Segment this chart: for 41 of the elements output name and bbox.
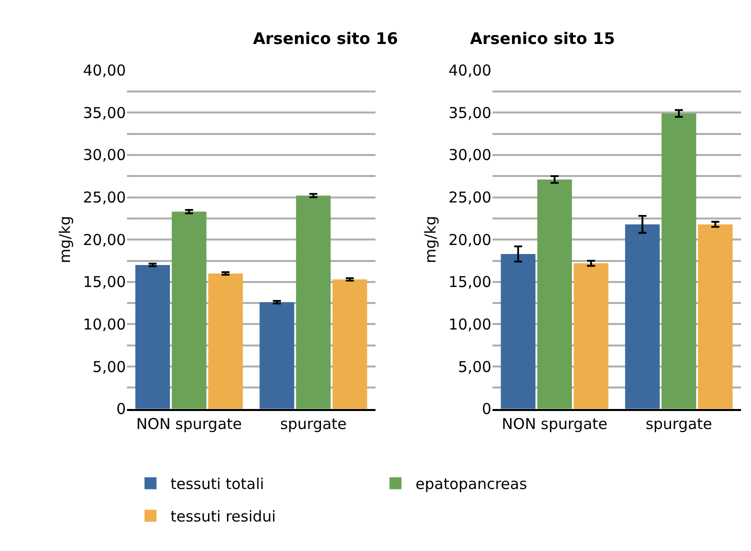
bar — [662, 113, 696, 409]
chart-title: Arsenico sito 16 — [253, 29, 398, 48]
y-axis-title: mg/kg — [56, 216, 74, 264]
bar — [574, 263, 608, 409]
legend-label: epatopancreas — [416, 475, 528, 494]
bar — [537, 179, 572, 409]
bar — [172, 212, 206, 409]
y-tick-label: 20,00 — [448, 230, 492, 249]
x-tick-label: NON spurgate — [136, 414, 242, 433]
y-tick-label: 30,00 — [448, 146, 492, 164]
y-tick-label: 15,00 — [83, 273, 126, 292]
bar — [135, 264, 170, 409]
y-tick-label: 10,00 — [448, 315, 492, 334]
y-tick-label: 0 — [482, 400, 492, 418]
bar — [260, 302, 294, 409]
y-tick-label: 5,00 — [92, 358, 126, 376]
y-tick-label: 10,00 — [83, 315, 126, 334]
bar — [698, 224, 733, 409]
y-tick-label: 40,00 — [448, 62, 492, 80]
bar — [296, 196, 331, 409]
bar — [332, 279, 368, 409]
y-axis-title: mg/kg — [422, 216, 440, 264]
x-tick-label: spurgate — [646, 414, 712, 433]
bar — [625, 224, 660, 409]
y-tick-label: 25,00 — [448, 188, 492, 207]
bar — [208, 273, 243, 409]
y-tick-label: 30,00 — [83, 146, 126, 164]
legend-label: tessuti totali — [170, 475, 264, 494]
x-tick-label: spurgate — [280, 414, 347, 433]
y-tick-label: 15,00 — [448, 273, 492, 292]
y-tick-label: 35,00 — [448, 104, 492, 122]
y-tick-label: 5,00 — [458, 358, 492, 376]
y-tick-label: 35,00 — [83, 104, 126, 122]
legend-label: tessuti residui — [170, 508, 276, 526]
x-tick-label: NON spurgate — [502, 414, 608, 433]
y-tick-label: 40,00 — [83, 62, 126, 80]
y-tick-label: 20,00 — [83, 230, 126, 249]
y-tick-label: 0 — [116, 400, 126, 418]
chart-title: Arsenico sito 15 — [470, 29, 616, 48]
y-tick-label: 25,00 — [83, 188, 126, 207]
bar — [500, 254, 536, 409]
